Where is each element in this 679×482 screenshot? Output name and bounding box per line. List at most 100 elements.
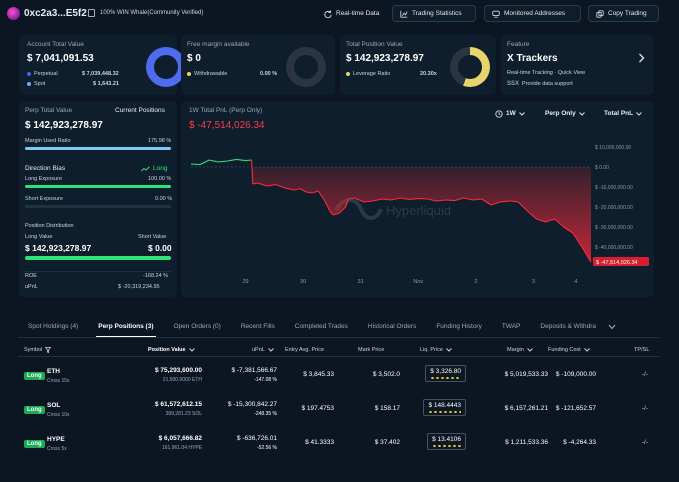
hyperliquid-watermark: Hyperliquid [334, 198, 451, 220]
total-position-title: Total Position Value [346, 41, 403, 48]
th-symbol[interactable]: Symbol [24, 347, 52, 353]
metric-dropdown[interactable]: Total PnL [604, 108, 642, 119]
tab-open-orders[interactable]: Open Orders (0) [173, 323, 221, 330]
monitored-addresses-label: Monitored Addresses [504, 10, 566, 17]
tab-funding-history[interactable]: Funding History [436, 323, 482, 330]
tpsl-value[interactable]: -/- [641, 439, 648, 446]
perpetual-label: Perpetual [34, 71, 58, 77]
copy-icon[interactable] [88, 9, 95, 17]
pnl-line-segment [436, 199, 446, 202]
tab-deposits-withdrawals[interactable]: Deposits & Withdra [540, 323, 597, 330]
feature-card[interactable]: Feature X Trackers Real-time Tracking · … [501, 35, 654, 95]
perpetual-legend: Perpetual [27, 71, 58, 77]
filter-icon [45, 347, 52, 353]
table-row[interactable]: Long SOL Cross 10x $ 61,572,612.15 389,2… [18, 394, 659, 428]
tab-spot-holdings[interactable]: Spot Holdings (4) [28, 323, 79, 330]
copy-trading-button[interactable]: Copy Trading [588, 5, 659, 22]
upnl-value: $ -15,300,842.27 [227, 401, 277, 408]
th-upnl[interactable]: uPnL [252, 347, 274, 353]
tpsl-value[interactable]: -/- [641, 405, 648, 412]
pnl-line-segment [252, 182, 258, 185]
leverage-donut [450, 47, 490, 87]
roe-label: ROE [25, 273, 37, 279]
chevron-right-icon[interactable] [638, 53, 645, 63]
pnl-line-segment [581, 246, 592, 263]
side-badge: Long [24, 440, 45, 448]
x-tick-label: 4 [574, 279, 577, 285]
perpetual-dot [27, 72, 31, 76]
pnl-line-segment [251, 159, 254, 185]
tpsl-value[interactable]: -/- [641, 371, 648, 378]
pnl-line-segment [293, 188, 301, 191]
th-liq-price[interactable]: Liq. Price [420, 347, 452, 353]
side-badge: Long [24, 406, 45, 414]
spot-legend: Spot [27, 81, 45, 87]
account-total-card: Account Total Value $ 7,041,091.53 Perpe… [19, 35, 186, 95]
th-tpsl: TP/SL [634, 347, 650, 353]
distribution-bar [25, 256, 171, 260]
symbol-cross: Cross 15x [47, 378, 70, 384]
spot-label: Spot [34, 81, 46, 87]
sort-down-icon [268, 348, 274, 352]
th-entry-price: Entry Avg. Price [285, 347, 325, 353]
monitor-icon [492, 10, 500, 18]
symbol-cross: Cross 5x [47, 446, 67, 452]
table-row[interactable]: Long ETH Cross 15x $ 75,293,600.00 21,50… [18, 360, 659, 394]
trading-statistics-button[interactable]: Trading Statistics [392, 5, 476, 22]
position-value: $ 75,293,600.00 [155, 367, 202, 374]
tab-twap[interactable]: TWAP [501, 323, 521, 330]
leverage-dot [346, 72, 350, 76]
tab-completed-trades[interactable]: Completed Trades [294, 323, 348, 330]
pnl-line-segment [190, 163, 201, 166]
tabs-divider [18, 337, 659, 338]
funding-cost: $ -4,264.33 [563, 439, 596, 446]
withdrawable-value: 0.00 % [260, 71, 278, 77]
th-funding-cost[interactable]: Funding Cost [548, 347, 590, 353]
pnl-line-segment [299, 188, 307, 193]
th-symbol-label: Symbol [24, 347, 43, 353]
spot-value: $ 1,643.21 [93, 81, 119, 87]
sort-down-icon [446, 348, 452, 352]
tab-perp-positions[interactable]: Perp Positions (3) [88, 318, 163, 338]
free-margin-title: Free margin available [187, 41, 250, 48]
pnl-line-segment [199, 159, 210, 166]
x-tick-label: 3 [532, 279, 535, 285]
feature-support: SSX Provide data support [507, 81, 573, 87]
symbol-name[interactable]: ETH [47, 368, 60, 375]
th-position-value[interactable]: Position Value [148, 347, 195, 353]
side-badge: Long [24, 372, 45, 380]
tab-historical-orders[interactable]: Historical Orders [367, 323, 417, 330]
liq-price: $ 148.4443 [423, 399, 466, 416]
tabs-more-chevron-icon[interactable] [608, 324, 616, 330]
symbol-name[interactable]: HYPE [47, 436, 65, 443]
short-exposure-bar [25, 205, 171, 208]
sort-down-icon [583, 348, 590, 352]
filter-dropdown[interactable]: Perp Only [545, 108, 585, 119]
upnl-value: $ -636,726.01 [236, 435, 277, 442]
account-donut [146, 47, 186, 87]
liq-price-value: $ 13.4106 [432, 436, 461, 443]
total-position-card: Total Position Value $ 142,923,278.97 Le… [340, 35, 496, 95]
realtime-data-button[interactable]: Real-time Data [316, 5, 387, 22]
refresh-icon [324, 9, 332, 18]
monitored-addresses-button[interactable]: Monitored Addresses [484, 5, 581, 22]
pnl-line-segment [500, 200, 510, 203]
pnl-line-segment [236, 158, 246, 162]
symbol-name[interactable]: SOL [47, 402, 61, 409]
pnl-line-segment [509, 200, 519, 203]
end-value-label: $ -47,514,026.34 [596, 260, 638, 266]
sort-down-icon [188, 348, 195, 352]
avatar [7, 7, 20, 20]
current-positions-link[interactable]: Current Positions [115, 107, 165, 114]
mark-price: $ 3,502.0 [372, 371, 400, 378]
th-liq-price-label: Liq. Price [420, 347, 443, 353]
liq-risk-dots [432, 445, 461, 447]
range-dropdown[interactable]: 1W [495, 108, 525, 119]
position-value: $ 6,057,666.82 [158, 435, 202, 442]
trend-up-icon [141, 165, 150, 171]
margin-ratio-label: Margin Used Ratio [25, 138, 71, 144]
th-margin[interactable]: Margin [507, 347, 533, 353]
table-row[interactable]: Long HYPE Cross 5x $ 6,057,666.82 161,96… [18, 428, 659, 462]
end-value-badge [593, 257, 649, 267]
tab-recent-fills[interactable]: Recent Fills [240, 323, 275, 330]
